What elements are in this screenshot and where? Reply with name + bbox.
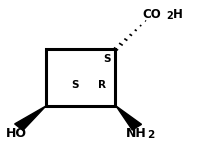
Text: CO: CO xyxy=(142,8,161,21)
Text: NH: NH xyxy=(125,127,146,140)
Text: R: R xyxy=(98,80,106,90)
Text: S: S xyxy=(103,54,110,64)
Text: H: H xyxy=(172,8,182,21)
Polygon shape xyxy=(15,106,46,130)
Text: 2: 2 xyxy=(147,130,155,140)
Text: S: S xyxy=(71,80,79,90)
Text: HO: HO xyxy=(6,127,27,140)
Polygon shape xyxy=(116,106,141,130)
Bar xyxy=(46,49,115,106)
Text: 2: 2 xyxy=(166,11,173,21)
